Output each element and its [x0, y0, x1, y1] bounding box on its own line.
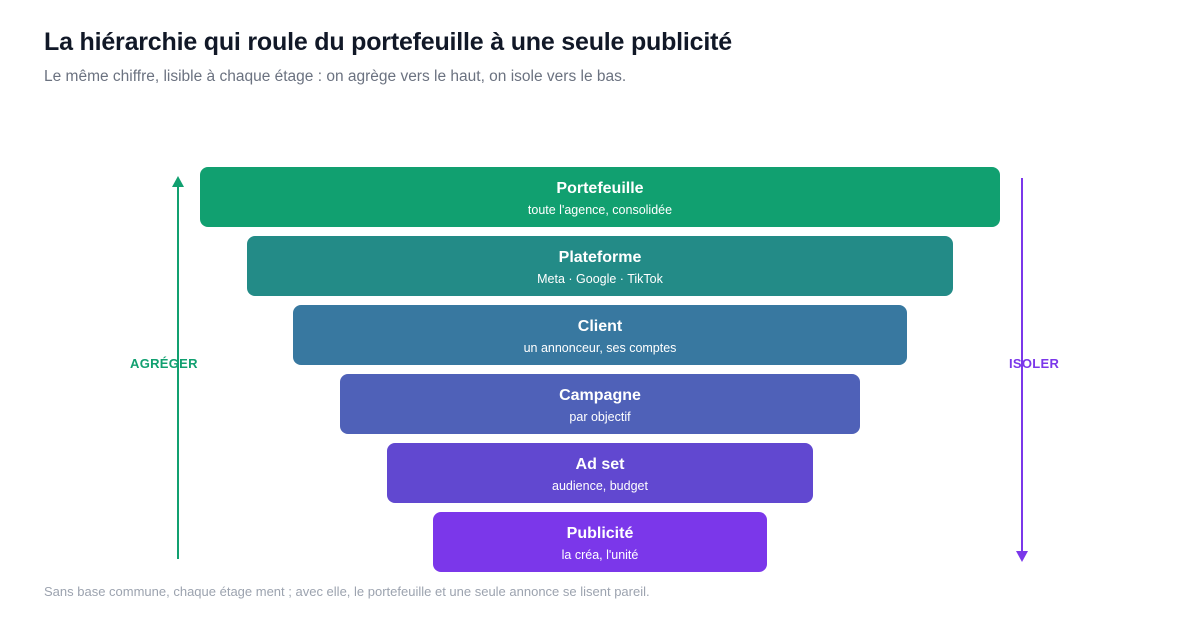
tier-campagne: Campagne par objectif: [340, 374, 860, 434]
isolate-arrow-icon: [1016, 178, 1028, 562]
page-subtitle: Le même chiffre, lisible à chaque étage …: [44, 68, 627, 85]
tier-description: audience, budget: [552, 479, 648, 493]
tier-name: Client: [577, 318, 623, 335]
tier-name: Campagne: [559, 387, 641, 404]
tier-name: Ad set: [575, 456, 625, 473]
tier-description: par objectif: [569, 410, 631, 424]
tier-client: Client un annonceur, ses comptes: [293, 305, 907, 365]
tier-description: la créa, l'unité: [561, 548, 639, 562]
tier-description: toute l'agence, consolidée: [527, 203, 673, 217]
tier-name: Plateforme: [558, 249, 642, 266]
tier-description: un annonceur, ses comptes: [523, 341, 677, 355]
tier-plateforme: Plateforme Meta · Google · TikTok: [247, 236, 953, 296]
tier-name: Publicité: [566, 525, 634, 542]
aggregate-arrow-icon: [172, 176, 184, 559]
tier-ad-set: Ad set audience, budget: [387, 443, 813, 503]
aggregate-label: AGRÉGER: [130, 356, 198, 371]
footnote: Sans base commune, chaque étage ment ; a…: [44, 584, 650, 599]
page-title: La hiérarchie qui roule du portefeuille …: [44, 28, 732, 56]
tier-description: Meta · Google · TikTok: [537, 272, 663, 286]
tier-name: Portefeuille: [556, 180, 644, 197]
isolate-label: ISOLER: [1009, 356, 1060, 371]
tier-publicite: Publicité la créa, l'unité: [433, 512, 767, 572]
tier-portefeuille: Portefeuille toute l'agence, consolidée: [200, 167, 1000, 227]
